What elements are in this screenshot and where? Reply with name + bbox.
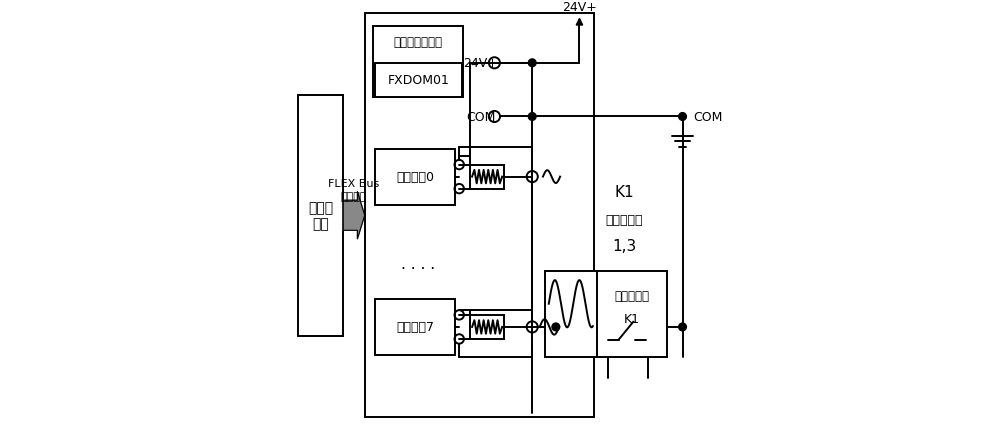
- Circle shape: [679, 114, 686, 121]
- Text: K1: K1: [615, 185, 634, 200]
- Bar: [470, 315, 504, 339]
- Circle shape: [528, 114, 536, 121]
- Text: 24V+: 24V+: [562, 1, 597, 15]
- Bar: [545, 271, 667, 357]
- Text: 解码通道7: 解码通道7: [396, 321, 434, 334]
- Text: COM: COM: [693, 111, 723, 124]
- Bar: [375, 299, 455, 355]
- Circle shape: [552, 323, 560, 331]
- Text: 脉冲设
计器: 脉冲设 计器: [308, 201, 333, 231]
- Bar: [365, 14, 594, 417]
- Text: K1: K1: [624, 312, 640, 325]
- Text: 24V+: 24V+: [463, 57, 498, 70]
- Text: FXDOM01: FXDOM01: [387, 74, 449, 87]
- Circle shape: [679, 323, 686, 331]
- Bar: [373, 27, 463, 98]
- Circle shape: [528, 60, 536, 68]
- Text: 数字量输出模块: 数字量输出模块: [394, 36, 443, 49]
- Bar: [375, 149, 455, 205]
- Polygon shape: [343, 192, 365, 240]
- Text: 数据总线: 数据总线: [341, 191, 367, 202]
- Text: 负载继电器: 负载继电器: [615, 289, 650, 302]
- Bar: [470, 165, 504, 189]
- Text: FLEX Bus: FLEX Bus: [328, 178, 380, 189]
- Bar: [375, 64, 462, 98]
- Text: 常开触点：: 常开触点：: [606, 214, 643, 227]
- Text: COM: COM: [466, 111, 495, 124]
- Text: 1,3: 1,3: [612, 238, 637, 253]
- Bar: [298, 96, 343, 336]
- Text: 解码通道0: 解码通道0: [396, 171, 434, 184]
- Text: · · · ·: · · · ·: [401, 262, 435, 277]
